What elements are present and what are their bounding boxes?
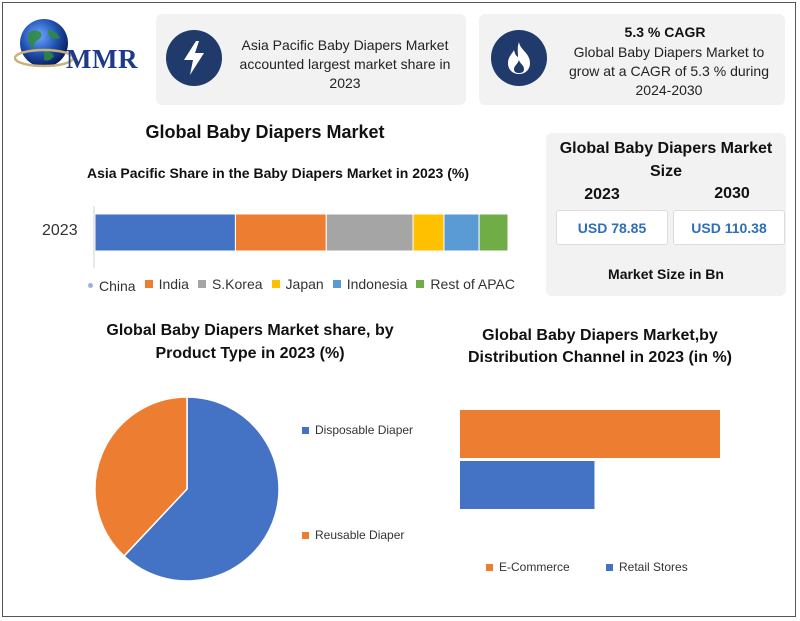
legend-label: China [99, 277, 136, 294]
mmr-logo: MMR [14, 14, 142, 80]
legend-label-ecommerce: E-Commerce [499, 560, 570, 574]
legend-item-china: China [88, 278, 136, 294]
lightning-icon [166, 30, 222, 86]
stacked-segment-indonesia [443, 213, 480, 252]
distribution-channel-chart: Global Baby Diapers Market,by Distributi… [440, 300, 780, 610]
main-title: Global Baby Diapers Market [145, 122, 385, 142]
legend-swatch [197, 280, 206, 288]
stacked-bar-legend: China India S.Korea Japan Indonesia Rest of A… [88, 275, 524, 294]
info-card-2-text: Global Baby Diapers Market to grow at a … [569, 44, 769, 98]
market-size-title: Global Baby Diapers Market Size [559, 140, 773, 180]
asia-pacific-share-chart: Asia Pacific Share in the Baby Diapers M… [0, 0, 800, 300]
legend-swatch-retail [606, 563, 613, 571]
bar-retail-stores [460, 461, 595, 509]
stacked-segment-rest-of-apac [478, 213, 509, 252]
market-size-2030-value: USD 110.38 [673, 210, 785, 245]
product-type-chart: Global Baby Diapers Market share, by Pro… [0, 300, 460, 610]
legend-item-indonesia: Indonesia [332, 276, 408, 292]
stacked-segment-s-korea [325, 213, 414, 252]
distribution-bar-svg [460, 410, 720, 509]
legend-swatch-disposable [302, 426, 309, 434]
year-2023-label: 2023 [584, 186, 620, 203]
stacked-segment-india [234, 213, 327, 252]
legend-ecommerce: E-Commerce [486, 560, 570, 574]
legend-item-s-korea: S.Korea [197, 276, 263, 292]
stacked-bar-category-label: 2023 [42, 222, 78, 239]
distribution-chart-title: Global Baby Diapers Market,by Distributi… [467, 327, 733, 366]
legend-label: Rest of APAC [430, 276, 515, 292]
legend-swatch [144, 280, 153, 288]
stacked-segment-japan [412, 213, 445, 252]
legend-swatch-ecommerce [486, 563, 493, 571]
legend-retail-stores: Retail Stores [606, 560, 688, 574]
bar-e-commerce [460, 410, 720, 458]
flame-icon [491, 30, 547, 86]
info-card-cagr: 5.3 % CAGR Global Baby Diapers Market to… [479, 14, 785, 105]
asia-pacific-chart-title: Asia Pacific Share in the Baby Diapers M… [86, 165, 470, 181]
legend-reusable-diaper: Reusable Diaper [302, 528, 404, 542]
pie-slice-reusable-diaper [94, 396, 188, 558]
market-size-card: Global Baby Diapers Market Size 2023 203… [546, 133, 786, 296]
stacked-bar-svg [93, 206, 509, 268]
globe-icon [14, 19, 74, 68]
legend-item-india: India [144, 276, 189, 292]
info-card-asia-pacific: Asia Pacific Baby Diapers Market account… [156, 14, 466, 105]
stacked-segment-china [94, 213, 236, 252]
legend-swatch [416, 280, 425, 288]
market-size-2023-value: USD 78.85 [556, 210, 668, 245]
cagr-title: 5.3 % CAGR [624, 24, 706, 40]
legend-label: Japan [285, 276, 324, 292]
legend-disposable-diaper: Disposable Diaper [302, 423, 413, 437]
legend-label-retail: Retail Stores [619, 560, 688, 574]
legend-item-japan: Japan [271, 276, 324, 292]
legend-label: S.Korea [211, 276, 263, 292]
legend-swatch [332, 280, 341, 288]
product-type-chart-title: Global Baby Diapers Market share, by Pro… [106, 322, 394, 362]
legend-label-reusable: Reusable Diaper [315, 528, 405, 542]
legend-label: Indonesia [346, 276, 408, 292]
logo-text: MMR [66, 44, 138, 74]
legend-swatch-reusable [302, 531, 309, 539]
legend-label: India [158, 276, 189, 292]
legend-label-disposable: Disposable Diaper [315, 423, 414, 437]
pie-chart-svg [94, 396, 280, 582]
legend-item-rest-of-apac: Rest of APAC [416, 276, 515, 292]
legend-swatch [271, 280, 280, 288]
legend-swatch [88, 283, 93, 288]
market-size-footer: Market Size in Bn [608, 266, 724, 282]
pie-slice-disposable-diaper [122, 396, 280, 582]
year-2030-label: 2030 [714, 185, 750, 202]
info-card-1-text: Asia Pacific Baby Diapers Market account… [239, 37, 451, 91]
